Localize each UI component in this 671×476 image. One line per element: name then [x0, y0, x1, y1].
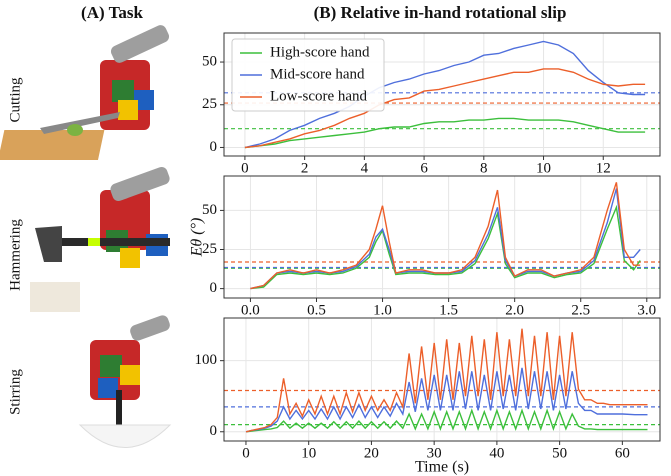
x-tick-label: 10: [536, 160, 551, 176]
legend-label: Low-score hand: [270, 88, 368, 104]
x-tick-label: 2.0: [505, 302, 524, 318]
photo-hammering: [30, 165, 171, 312]
x-tick-label: 4: [361, 160, 369, 176]
x-tick-label: 0.0: [241, 302, 260, 318]
x-tick-label: 2: [301, 160, 309, 176]
x-tick-label: 12: [596, 160, 611, 176]
row-label: Stirring: [7, 369, 23, 415]
x-tick-label: 2.5: [571, 302, 590, 318]
x-tick-label: 10: [301, 445, 316, 461]
x-tick-label: 6: [420, 160, 428, 176]
x-tick-label: 3.0: [637, 302, 656, 318]
x-tick-label: 60: [615, 445, 630, 461]
x-tick-label: 0: [242, 445, 250, 461]
series-line: [246, 329, 648, 432]
x-tick-label: 8: [480, 160, 488, 176]
y-tick-label: 0: [210, 280, 218, 296]
x-tick-label: 0.5: [307, 302, 326, 318]
x-tick-label: 1.0: [373, 302, 392, 318]
y-tick-label: 0: [210, 423, 218, 439]
y-tick-label: 50: [202, 202, 217, 218]
x-tick-label: 1.5: [439, 302, 458, 318]
x-axis-label: Time (s): [415, 459, 469, 476]
legend-label: Mid-score hand: [270, 66, 365, 82]
y-axis-label: Eθ (°): [189, 218, 206, 258]
y-tick-label: 100: [195, 352, 218, 368]
panel-b-title: (B) Relative in-hand rotational slip: [314, 3, 567, 22]
y-tick-label: 0: [210, 139, 218, 155]
series-line: [250, 207, 640, 288]
x-tick-label: 50: [552, 445, 567, 461]
row-label: Cutting: [7, 77, 23, 123]
legend-label: High-score hand: [270, 44, 370, 60]
x-tick-label: 20: [364, 445, 379, 461]
photo-stirring: [80, 314, 172, 448]
plot-frame: [224, 176, 660, 298]
photo-cutting: [0, 23, 171, 160]
y-tick-label: 25: [202, 96, 217, 112]
x-tick-label: 0: [241, 160, 249, 176]
row-label: Hammering: [7, 219, 23, 291]
figure: (A) Task (B) Relative in-hand rotational…: [0, 0, 671, 476]
panel-a-title: (A) Task: [81, 3, 143, 22]
y-tick-label: 50: [202, 53, 217, 69]
x-tick-label: 40: [489, 445, 504, 461]
